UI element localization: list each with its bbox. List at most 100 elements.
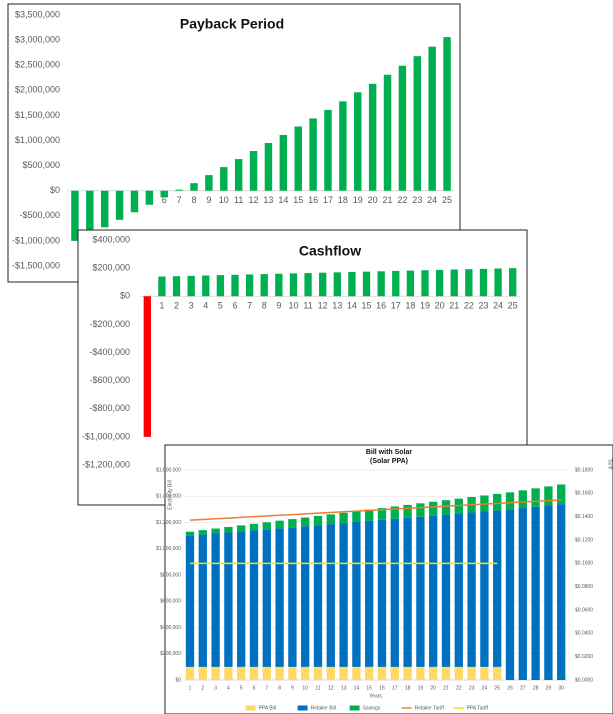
bar [216,275,225,297]
x-tick-label: 29 [546,685,552,691]
y-tick-label: $1,600,000 [156,467,181,473]
x-tick-label: 18 [405,685,411,691]
stacked-bar [301,666,310,680]
bar [172,276,181,297]
y-tick-label: $0 [120,291,130,301]
y-tick-label: $1,000,000 [156,546,181,552]
stacked-bar [301,526,310,667]
stacked-bar [441,500,451,515]
x-tick-label: 9 [206,195,211,205]
stacked-bar [249,530,259,667]
x-tick-label: 23 [478,301,488,311]
x-tick-label: 4 [227,685,230,691]
bar [319,272,327,297]
chart-title: Bill with Solar [366,449,413,456]
x-tick-label: 28 [533,685,539,691]
x-tick-label: 13 [341,685,347,691]
stacked-bar [352,666,361,680]
y-tick-label: $600,000 [160,599,181,605]
stacked-bar [365,666,374,680]
stacked-bar [416,516,425,667]
stacked-bar [211,666,220,680]
stacked-bar [326,514,335,525]
x-tick-label: 22 [464,301,474,311]
stacked-bar [544,505,553,680]
stacked-bar [467,666,476,680]
bar [450,269,458,297]
y2-tick-label: $0.0400 [575,631,593,637]
bar [362,271,371,297]
y2-tick-label: $0.0800 [575,584,593,590]
bar [294,126,302,191]
bar [234,159,243,191]
bar [421,270,429,297]
stacked-bar [237,525,246,532]
x-tick-label: 15 [293,195,303,205]
stacked-bar [301,517,310,527]
bar [413,56,422,191]
bar [158,276,166,297]
y-tick-label: $3,000,000 [15,34,60,44]
x-tick-label: 13 [263,195,273,205]
stacked-bar [185,666,195,680]
stacked-bar [224,666,233,680]
x-tick-label: 5 [240,685,243,691]
bar [160,190,168,198]
x-tick-label: 10 [288,301,298,311]
y-tick-label: $3,500,000 [15,9,60,19]
y-tick-label: -$1,000,000 [12,235,60,245]
x-tick-label: 21 [443,685,449,691]
y-tick-label: $0 [175,677,181,683]
x-tick-label: 11 [234,195,243,205]
y-tick-label: $1,200,000 [156,520,181,526]
stacked-bar [377,519,387,667]
y-tick-label: $0 [50,185,60,195]
y2-tick-label: $0.1000 [575,561,593,567]
x-tick-label: 4 [203,301,208,311]
x-tick-label: 24 [493,301,503,311]
x-tick-label: 18 [338,195,348,205]
line-series [189,499,562,521]
x-tick-label: 16 [379,685,385,691]
stacked-bar [326,524,335,667]
x-tick-label: 11 [303,301,312,311]
stacked-bar [288,666,297,680]
stacked-bar [493,493,502,511]
bar [443,37,451,191]
x-tick-label: 25 [442,195,452,205]
stacked-bar [518,508,527,680]
x-tick-label: 8 [278,685,281,691]
x-tick-label: 17 [323,195,333,205]
x-tick-label: 14 [354,685,360,691]
stacked-bar [403,504,412,518]
stacked-bar [403,517,412,667]
x-tick-label: 22 [397,195,407,205]
stacked-bar [326,666,335,680]
x-tick-label: 3 [214,685,217,691]
stacked-bar [313,515,323,526]
x-tick-label: 7 [177,195,182,205]
legend-swatch [245,705,256,711]
legend-label: Retailer Bill [311,705,336,711]
bar [220,167,228,191]
stacked-bar [416,666,425,680]
bar [260,274,268,297]
chart-title: Payback Period [180,16,284,32]
bar [428,46,436,191]
bar [304,273,312,297]
bar [143,296,151,437]
bar [494,268,502,297]
bar [205,175,213,191]
legend-label: PPA Bill [259,705,276,711]
x-tick-label: 20 [368,195,378,205]
x-axis-title: Years [369,693,382,699]
y-tick-label: $800,000 [160,572,181,578]
x-tick-label: 9 [276,301,281,311]
stacked-bar [288,527,297,667]
bar [377,271,385,297]
bar [333,272,341,297]
bar [279,134,288,191]
bar [309,118,317,191]
